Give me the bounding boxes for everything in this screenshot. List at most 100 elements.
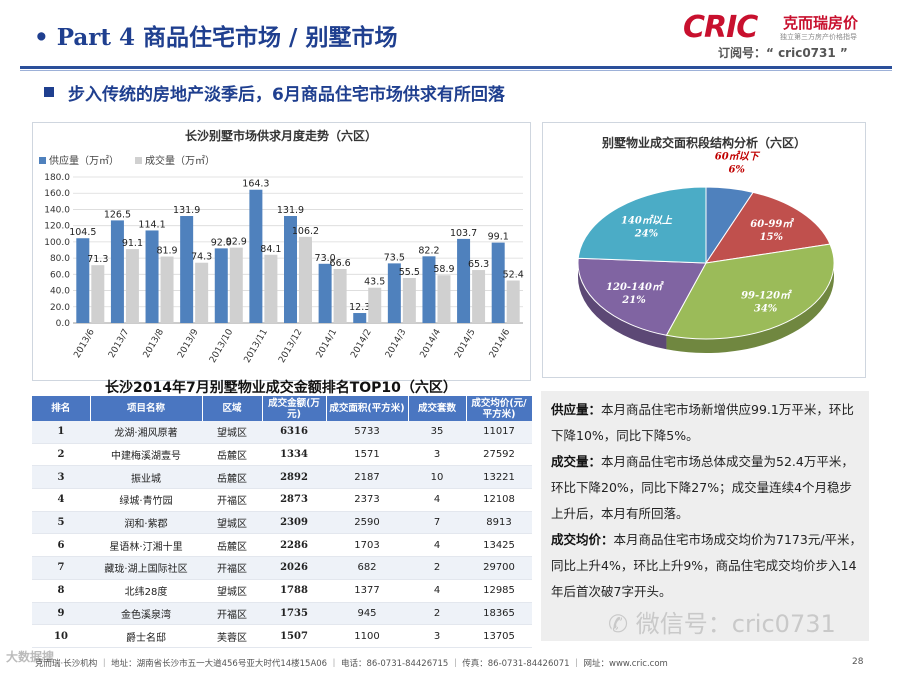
table-cell: 3 — [408, 443, 466, 466]
pie-slice-pct: 34% — [754, 304, 778, 315]
deal-bar — [368, 288, 381, 323]
header-divider — [20, 66, 892, 69]
x-tick-label: 2014/1 — [315, 328, 339, 360]
cric-logo: CRIC — [683, 10, 757, 45]
pie-slice-pct: 21% — [621, 295, 646, 306]
table-cell: 27592 — [466, 443, 532, 466]
bar-chart-svg: 长沙别墅市场供求月度走势（六区） 供应量（万㎡） 成交量（万㎡） 0.0 20.0 40.… — [33, 123, 530, 380]
table-cell: 望城区 — [202, 579, 262, 602]
table-cell: 开福区 — [202, 602, 262, 625]
table-header-cell: 成交套数 — [408, 396, 466, 421]
table-cell: 6316 — [262, 421, 326, 443]
bar-value-label: 74.3 — [191, 252, 212, 263]
pie-slice-pct: 6% — [728, 164, 745, 175]
table-cell: 5733 — [326, 421, 408, 443]
pie-title: 别墅物业成交面积段结构分析（六区） — [601, 135, 806, 150]
header-divider-thin — [20, 70, 892, 71]
table-header-row: 排名 项目名称 区域 成交金额(万元) 成交面积(平方米) 成交套数 成交均价(元/平方米) — [32, 396, 532, 421]
table-cell: 2187 — [326, 466, 408, 489]
table-row: 6 星语林·汀湘十里 岳麓区 2286 1703 4 13425 — [32, 534, 532, 557]
table-cell: 芙蓉区 — [202, 625, 262, 648]
x-tick-label: 2013/9 — [176, 327, 201, 360]
bar-value-label: 52.4 — [503, 269, 524, 280]
table-header-cell: 成交面积(平方米) — [326, 396, 408, 421]
pie-slice-pct: 24% — [634, 228, 659, 239]
bar-value-label: 114.1 — [138, 219, 165, 230]
supply-bar — [180, 216, 193, 323]
y-tick-label: 0.0 — [56, 319, 71, 329]
table-header-cell: 区域 — [202, 396, 262, 421]
bar-value-label: 65.3 — [468, 259, 489, 270]
deal-bar — [230, 248, 243, 323]
supply-label: 供应量： — [551, 402, 601, 417]
page-title: • Part 4 商品住宅市场 / 别墅市场 — [34, 18, 397, 52]
logo-cn-name: 克而瑞房价 — [783, 12, 858, 33]
table-cell: 1507 — [262, 625, 326, 648]
table-cell: 中建梅溪湖壹号 — [90, 443, 202, 466]
y-tick-label: 140.0 — [44, 205, 70, 215]
table-header-cell: 成交金额(万元) — [262, 396, 326, 421]
table-cell: 12985 — [466, 579, 532, 602]
bar-value-label: 131.9 — [277, 205, 304, 216]
table-cell: 2 — [32, 443, 90, 466]
deal-bar — [126, 249, 139, 323]
table-cell: 10 — [32, 625, 90, 648]
table-cell: 13705 — [466, 625, 532, 648]
wechat-icon: ✆ — [608, 610, 636, 638]
y-tick-label: 160.0 — [44, 189, 70, 199]
table-row: 5 润和·紫郡 望城区 2309 2590 7 8913 — [32, 511, 532, 534]
table-cell: 2 — [408, 602, 466, 625]
wechat-watermark: ✆ 微信号：cric0731 — [608, 604, 836, 639]
table-header-cell: 成交均价(元/平方米) — [466, 396, 532, 421]
deal-bar — [264, 255, 277, 323]
page-number: 28 — [852, 657, 863, 667]
table-cell: 1571 — [326, 443, 408, 466]
table-cell: 1 — [32, 421, 90, 443]
table-cell: 岳麓区 — [202, 466, 262, 489]
table-cell: 1703 — [326, 534, 408, 557]
table-header-cell: 项目名称 — [90, 396, 202, 421]
x-tick-label: 2013/7 — [107, 328, 131, 360]
table-cell: 2892 — [262, 466, 326, 489]
deal-bar — [403, 278, 416, 323]
supply-bar — [146, 230, 159, 323]
table-cell: 12108 — [466, 489, 532, 512]
table-cell: 2873 — [262, 489, 326, 512]
table-cell: 2373 — [326, 489, 408, 512]
table-row: 8 北纬28度 望城区 1788 1377 4 12985 — [32, 579, 532, 602]
table-cell: 爵士名邸 — [90, 625, 202, 648]
supply-bar — [111, 220, 124, 323]
x-tick-label: 2014/3 — [384, 328, 408, 360]
bar-value-label: 55.5 — [399, 267, 420, 278]
bar-value-label: 84.1 — [260, 244, 281, 255]
legend-swatch — [39, 157, 46, 164]
x-tick-label: 2014/5 — [453, 328, 477, 360]
chart-title: 长沙别墅市场供求月度走势（六区） — [185, 128, 377, 143]
table-cell: 开福区 — [202, 489, 262, 512]
y-tick-label: 20.0 — [50, 303, 70, 313]
supply-bar — [457, 239, 470, 323]
table-cell: 11017 — [466, 421, 532, 443]
supply-bar — [76, 238, 89, 323]
table-cell: 4 — [408, 579, 466, 602]
table-cell: 2309 — [262, 511, 326, 534]
deal-paragraph: 成交量：本月商品住宅市场总体成交量为52.4万平米，环比下降20%，同比下降27… — [551, 449, 864, 527]
table-cell: 945 — [326, 602, 408, 625]
bar-value-label: 66.6 — [330, 258, 351, 269]
bar-value-label: 106.2 — [292, 226, 319, 237]
bar-value-label: 131.9 — [173, 205, 200, 216]
pie-slice-label: 140㎡以上 — [621, 214, 673, 226]
table-cell: 振业城 — [90, 466, 202, 489]
bar-value-label: 92.9 — [226, 237, 247, 248]
logo-subtitle: 独立第三方房产价格指导 — [780, 32, 857, 42]
pie-slice-label: 60㎡以下 — [715, 150, 761, 162]
x-tick-label: 2013/8 — [142, 327, 167, 360]
table-row: 7 藏珑·湖上国际社区 开福区 2026 682 2 29700 — [32, 557, 532, 580]
y-tick-label: 100.0 — [44, 238, 70, 248]
pie-slice-label: 120-140㎡ — [606, 281, 664, 293]
table-cell: 18365 — [466, 602, 532, 625]
supply-bar — [492, 243, 505, 323]
x-tick-label: 2013/12 — [277, 328, 304, 365]
deal-bar — [195, 263, 208, 323]
supply-paragraph: 供应量：本月商品住宅市场新增供应99.1万平米，环比下降10%，同比下降5%。 — [551, 397, 864, 449]
